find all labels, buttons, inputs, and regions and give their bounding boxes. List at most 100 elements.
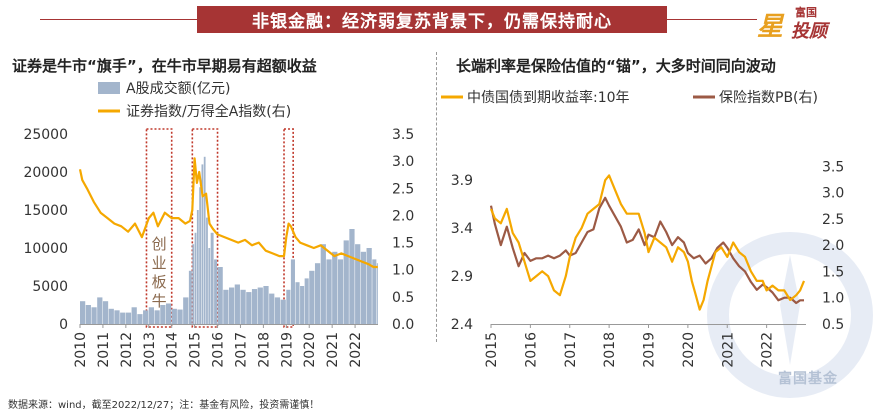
turnover-bar [372, 259, 377, 324]
turnover-bar [234, 284, 240, 324]
right-chart-title: 长端利率是保险估值的“锚”，大多时间同向波动 [456, 57, 776, 75]
turnover-bar [85, 305, 91, 324]
y-right-tick-label: 2.0 [822, 238, 844, 254]
x-tick-label: 2016 [211, 332, 227, 368]
x-tick-label: 2015 [484, 332, 500, 368]
y-right-tick-label: 0.5 [822, 317, 844, 333]
securities-ratio-line [78, 157, 378, 269]
turnover-bar [246, 292, 252, 324]
turnover-bar [251, 289, 258, 324]
turnover-bar [131, 307, 137, 324]
annotation-chinext-bull: 创业板牛 [152, 235, 167, 310]
turnover-bar [114, 310, 120, 324]
y-left-tick-label: 5000 [32, 279, 68, 295]
turnover-bar [165, 303, 172, 324]
watermark-text: 富国基金 [778, 371, 838, 387]
brand-logo: 星 富国 投顾 [755, 4, 865, 44]
turnover-bar [160, 305, 166, 324]
page-banner-title: 非银金融：经济弱复苏背景下，仍需保持耐心 [197, 6, 667, 33]
x-tick-label: 2010 [73, 332, 89, 368]
y-right-tick-label: 2.5 [822, 212, 844, 228]
turnover-bar [148, 307, 154, 324]
turnover-bar [349, 229, 355, 324]
y-left-tick-label: 20000 [23, 165, 68, 181]
x-tick-label: 2016 [523, 332, 539, 368]
y-right-tick-label: 1.0 [392, 263, 414, 279]
turnover-bar [360, 251, 367, 324]
x-tick-label: 2018 [602, 332, 618, 368]
turnover-bar [332, 251, 338, 324]
turnover-bar [269, 293, 275, 324]
y-left-tick-label: 2.9 [451, 269, 473, 285]
y-left-tick-label: 15000 [23, 203, 68, 219]
x-tick-label: 2020 [302, 332, 318, 368]
y-right-tick-label: 1.5 [392, 236, 414, 252]
turnover-bar [108, 308, 114, 324]
turnover-bar [120, 312, 126, 324]
insurance-pb-line [489, 196, 804, 305]
turnover-bar [355, 244, 361, 324]
x-tick-label: 2022 [760, 332, 776, 368]
y-right-tick-label: 3.0 [392, 154, 414, 170]
right-chart: 中债国债到期收益率:10年 保险指数PB(右) 2.4 2.9 3.4 3.9 0.5… [441, 89, 844, 368]
annotation-char: 板 [152, 273, 167, 291]
banner-rule-left [40, 19, 197, 20]
annotation-char: 业 [152, 254, 167, 272]
turnover-bar [214, 259, 218, 324]
panel-divider [436, 52, 437, 342]
y-right-tick-label: 3.5 [392, 127, 414, 143]
left-chart-legend: A股成交额(亿元) 证券指数/万得全A指数(右) [98, 80, 291, 120]
logo-top-text: 富国 [795, 6, 817, 19]
y-right-tick-label: 2.0 [392, 208, 414, 224]
y-right-tick-label: 2.5 [392, 181, 414, 197]
x-tick-label: 2019 [279, 332, 295, 368]
turnover-bar [203, 156, 206, 324]
turnover-bar [102, 301, 109, 324]
x-tick-label: 2021 [325, 332, 341, 368]
legend-label-bars: A股成交额(亿元) [126, 80, 231, 97]
turnover-bar [143, 310, 149, 324]
left-chart: A股成交额(亿元) 证券指数/万得全A指数(右) 0 5000 10000 15000… [23, 80, 414, 368]
x-tick-label: 2020 [681, 332, 697, 368]
highlight-box-1 [145, 128, 173, 328]
turnover-bar [274, 297, 281, 324]
turnover-bar [137, 314, 143, 324]
turnover-bar [177, 309, 183, 324]
highlight-box-3 [283, 128, 294, 328]
turnover-bar [320, 244, 326, 324]
turnover-bar [80, 301, 86, 324]
x-tick-label: 2017 [563, 332, 579, 368]
turnover-bar [314, 263, 321, 324]
x-tick-label: 2015 [188, 332, 204, 368]
x-tick-label: 2017 [233, 332, 249, 368]
y-left-tick-label: 25000 [23, 127, 68, 143]
turnover-bar [295, 282, 300, 324]
turnover-bar [199, 187, 201, 324]
turnover-bar [217, 267, 223, 324]
x-tick-label: 2012 [119, 332, 135, 368]
y-right-tick-label: 0.5 [392, 290, 414, 306]
turnover-bar [196, 210, 199, 324]
turnover-bar [154, 310, 160, 324]
turnover-bar [343, 240, 349, 324]
x-tick-label: 2011 [96, 332, 112, 368]
right-chart-legend: 中债国债到期收益率:10年 保险指数PB(右) [441, 89, 818, 106]
turnover-bar [263, 286, 269, 324]
y-right-tick-label: 3.0 [822, 186, 844, 202]
turnover-bar [257, 287, 263, 324]
turnover-bar [240, 289, 246, 324]
banner-rule-right [667, 19, 757, 20]
turnover-bar [91, 307, 97, 324]
annotation-char: 创 [152, 235, 167, 253]
y-right-tick-label: 3.5 [822, 159, 844, 175]
x-tick-label: 2014 [165, 332, 181, 368]
turnover-bar [223, 289, 229, 324]
turnover-bar [280, 299, 286, 324]
legend-label-yield: 中债国债到期收益率:10年 [467, 89, 630, 106]
y-right-tick-label: 1.5 [822, 264, 844, 280]
annotation-char: 牛 [152, 292, 167, 310]
x-tick-label: 2022 [348, 332, 364, 368]
turnover-bar [210, 232, 214, 324]
turnover-bar [366, 248, 372, 324]
y-right-tick-label: 0.0 [392, 317, 414, 333]
